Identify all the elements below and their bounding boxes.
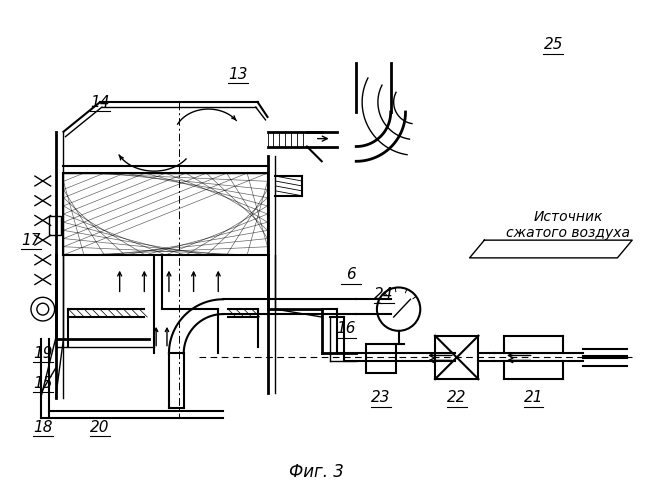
Text: 20: 20: [90, 420, 110, 435]
Bar: [49, 216, 61, 235]
Text: Фиг. 3: Фиг. 3: [290, 463, 344, 481]
Text: Источник
сжатого воздуха: Источник сжатого воздуха: [506, 210, 630, 240]
Text: 24: 24: [374, 287, 393, 302]
Text: 23: 23: [371, 390, 391, 406]
Text: 16: 16: [337, 322, 356, 336]
Text: 6: 6: [346, 267, 356, 282]
Text: 21: 21: [524, 390, 543, 406]
Text: 14: 14: [90, 94, 110, 110]
Text: 15: 15: [33, 376, 52, 390]
Text: 19: 19: [33, 346, 52, 361]
Text: 18: 18: [33, 420, 52, 435]
Text: 22: 22: [447, 390, 466, 406]
Text: 13: 13: [228, 67, 248, 82]
Text: 17: 17: [21, 232, 41, 248]
Text: 25: 25: [544, 38, 563, 52]
Bar: [366, 344, 395, 373]
